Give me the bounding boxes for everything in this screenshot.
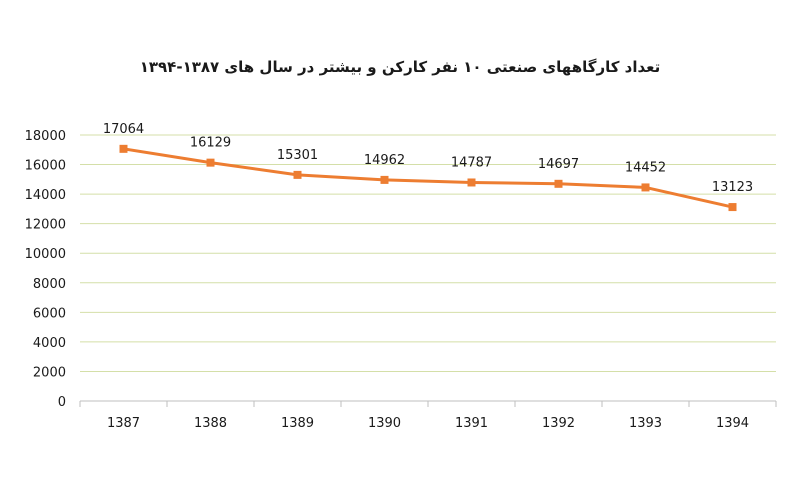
series-line (123, 147, 733, 209)
x-tick-label: 1392 (542, 416, 575, 431)
series-layer (119, 144, 737, 212)
x-tick-label: 1390 (368, 416, 401, 431)
y-tick-label: 2000 (33, 365, 66, 380)
data-point (380, 175, 389, 184)
data-point (728, 203, 737, 212)
axes (79, 400, 777, 407)
x-tick-label: 1393 (629, 416, 662, 431)
data-label: 13123 (712, 180, 753, 195)
labels-layer: 0 2000 4000 6000 8000 10000 12000 14000 16000 180… (25, 122, 754, 431)
gridlines (80, 134, 776, 372)
y-tick-label: 4000 (33, 336, 66, 351)
x-tick-label: 1394 (716, 416, 749, 431)
y-tick-label: 10000 (25, 247, 66, 262)
y-tick-label: 16000 (25, 159, 66, 174)
data-label: 14787 (451, 155, 492, 170)
x-tick-label: 1391 (455, 416, 488, 431)
x-tick-label: 1387 (107, 416, 140, 431)
data-point (119, 144, 128, 153)
data-label: 16129 (190, 136, 231, 151)
data-label: 17064 (103, 122, 144, 137)
y-tick-label: 8000 (33, 277, 66, 292)
y-tick-label: 14000 (25, 188, 66, 203)
data-point (293, 170, 302, 179)
data-label: 14962 (364, 153, 405, 168)
y-tick-label: 6000 (33, 306, 66, 321)
chart-title: تعداد کارگاههای صنعتی ۱۰ نفر کارکن و بیش… (139, 58, 661, 76)
data-point (467, 178, 476, 187)
data-point (641, 183, 650, 192)
data-label: 15301 (277, 148, 318, 163)
data-point (206, 158, 215, 167)
x-tick-label: 1389 (281, 416, 314, 431)
y-tick-label: 18000 (25, 129, 66, 144)
y-tick-label: 12000 (25, 218, 66, 233)
data-label: 14452 (625, 160, 666, 175)
x-tick-label: 1388 (194, 416, 227, 431)
data-point (554, 179, 563, 188)
data-label: 14697 (538, 157, 579, 172)
y-tick-label: 0 (58, 395, 66, 410)
